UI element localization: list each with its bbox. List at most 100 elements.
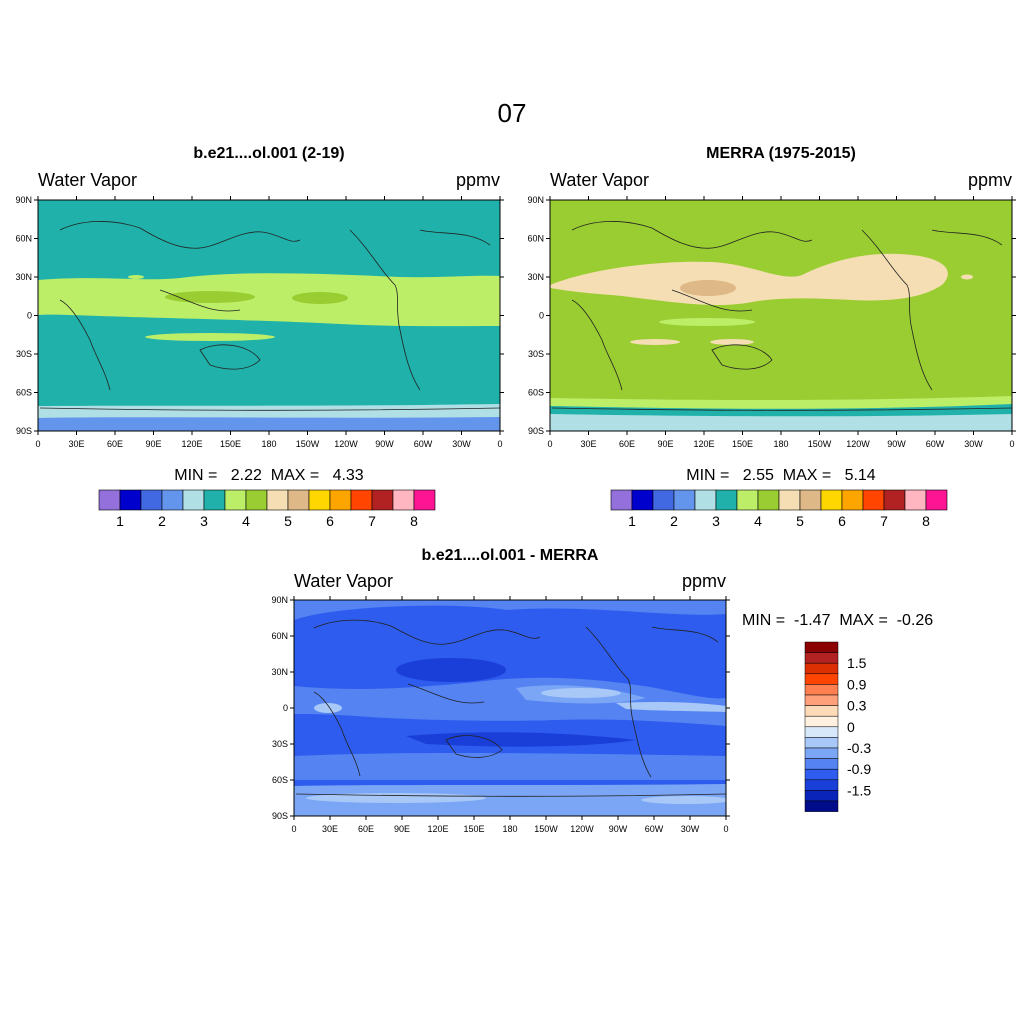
lon-tick-label: 90W: [887, 439, 906, 449]
lat-tick-label: 90N: [527, 195, 544, 205]
lon-tick-label: 0: [497, 439, 502, 449]
contour-core-east: [292, 292, 348, 304]
colorbar-label: 1: [116, 513, 124, 529]
colorbar-swatch: [804, 800, 839, 812]
colorbar-label: 1.5: [847, 655, 867, 671]
colorbar-swatch: [820, 489, 843, 511]
contour-asia-dark: [396, 658, 506, 682]
panel-3-stats: MIN = -1.47 MAX = -0.26: [742, 612, 934, 629]
lon-tick-label: 150E: [463, 824, 484, 834]
colorbar-label: 6: [326, 513, 334, 529]
lon-tick-label: 0: [291, 824, 296, 834]
panel-1-units: ppmv: [455, 170, 500, 190]
colorbar-swatch: [804, 747, 839, 759]
panel-3-axes: 0 30E 60E 90E 120E 150E 180 150W 120W 90W 60W 30W 09…: [271, 595, 730, 834]
colorbar-swatch: [715, 489, 738, 511]
panel-3-contours: [294, 600, 726, 816]
colorbar-label: 2: [670, 513, 678, 529]
lat-tick-label: 60S: [16, 388, 32, 398]
colorbar-swatch: [804, 662, 839, 675]
colorbar-label: 4: [754, 513, 762, 529]
colorbar-swatch: [862, 489, 885, 511]
lon-tick-label: 90E: [145, 439, 161, 449]
colorbar-swatch: [736, 489, 759, 511]
contour-sh-light: [294, 753, 726, 780]
panel-3-map: 0 30E 60E 90E 120E 150E 180 150W 120W 90W 60W 30W 09…: [271, 595, 730, 834]
lon-tick-label: 30W: [681, 824, 700, 834]
colorbar-label: -0.3: [847, 740, 871, 756]
lon-tick-label: 90E: [657, 439, 673, 449]
colorbar-swatch: [98, 489, 121, 511]
colorbar-swatch: [329, 489, 352, 511]
panel-2-colorbar: 1 2 3 4 5 6 7 8: [610, 489, 948, 529]
coastlines: [295, 619, 726, 797]
lon-tick-label: 60E: [358, 824, 374, 834]
panel-2-title: MERRA (1975-2015): [706, 145, 856, 162]
lon-tick-label: 0: [723, 824, 728, 834]
colorbar-swatch: [224, 489, 247, 511]
lon-tick-label: 0: [547, 439, 552, 449]
colorbar-swatch: [287, 489, 310, 511]
contour-tropical-band: [38, 273, 500, 327]
contour-polar-band-3: [550, 414, 1012, 431]
colorbar-swatch: [652, 489, 675, 511]
contour-tropics-pale: [541, 688, 621, 698]
colorbar-swatch: [161, 489, 184, 511]
colorbar-swatch: [182, 489, 205, 511]
contour-core-asia: [680, 280, 736, 296]
panel-1-map: 0 30E 60E 90E 120E 150E 180 150W 120W 90W 60W 30W 09…: [15, 195, 504, 449]
lat-tick-label: 30S: [272, 739, 288, 749]
colorbar-label: -1.5: [847, 782, 871, 798]
colorbar-swatch: [245, 489, 268, 511]
lat-tick-label: 30N: [15, 272, 32, 282]
lon-tick-label: 90W: [375, 439, 394, 449]
lon-tick-label: 30W: [452, 439, 471, 449]
lat-tick-label: 90N: [271, 595, 288, 605]
lon-tick-label: 120W: [334, 439, 358, 449]
lat-tick-label: 90N: [15, 195, 32, 205]
colorbar-swatch: [804, 726, 839, 738]
lon-tick-label: 150E: [220, 439, 241, 449]
colorbar-label: 5: [284, 513, 292, 529]
panel-2-map: 0 30E 60E 90E 120E 150E 180 150W 120W 90W 60W 30W 09…: [527, 195, 1016, 449]
colorbar-swatch: [392, 489, 415, 511]
colorbar-label: 4: [242, 513, 250, 529]
lon-tick-label: 0: [1009, 439, 1014, 449]
colorbar-swatch: [925, 489, 948, 511]
lon-tick-label: 0: [35, 439, 40, 449]
colorbar-label: 1: [628, 513, 636, 529]
panel-1-colorbar: 1 2 3 4 5 6 7 8: [98, 489, 436, 529]
colorbar-swatch: [804, 779, 839, 791]
colorbar-swatch: [778, 489, 801, 511]
lon-tick-label: 30E: [68, 439, 84, 449]
colorbar-swatch: [804, 694, 839, 706]
colorbar-swatch: [904, 489, 927, 511]
contour-spot-pacific: [128, 275, 144, 279]
contour-polar-pale-east: [641, 796, 726, 804]
lon-tick-label: 60W: [414, 439, 433, 449]
colorbar-swatch: [804, 768, 839, 781]
lat-tick-label: 60S: [272, 775, 288, 785]
colorbar-swatch: [841, 489, 864, 511]
lon-tick-label: 60W: [926, 439, 945, 449]
colorbar-swatch: [804, 790, 839, 802]
panel-2-stats: MIN = 2.55 MAX = 5.14: [686, 467, 876, 484]
contour-low-band: [659, 318, 755, 326]
lat-tick-label: 0: [283, 703, 288, 713]
colorbar-label: 5: [796, 513, 804, 529]
lat-tick-label: 90S: [16, 426, 32, 436]
colorbar-swatch: [350, 489, 373, 511]
lon-tick-label: 120E: [693, 439, 714, 449]
colorbar-swatch: [119, 489, 142, 511]
lon-tick-label: 120W: [846, 439, 870, 449]
lon-tick-label: 30E: [580, 439, 596, 449]
colorbar-label: 3: [712, 513, 720, 529]
colorbar-label: 6: [838, 513, 846, 529]
contour-eq-pale-west: [314, 703, 342, 713]
lon-tick-label: 150E: [732, 439, 753, 449]
colorbar-swatch: [673, 489, 696, 511]
lon-tick-label: 180: [261, 439, 276, 449]
colorbar-swatch: [804, 758, 839, 770]
lon-tick-label: 150W: [534, 824, 558, 834]
colorbar-swatch: [757, 489, 780, 511]
